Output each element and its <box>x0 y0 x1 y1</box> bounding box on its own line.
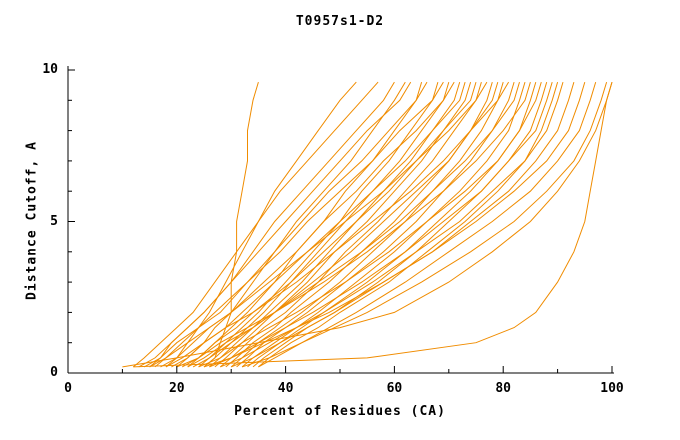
series-line <box>220 81 564 368</box>
series-line <box>160 81 455 368</box>
x-tick-label: 60 <box>386 381 403 396</box>
series-line <box>138 81 412 368</box>
series-line <box>219 81 482 368</box>
y-tick-label: 10 <box>42 62 58 77</box>
series-line <box>198 81 542 368</box>
series-line <box>132 81 379 368</box>
series-line <box>241 81 526 368</box>
series-line <box>241 81 608 368</box>
series-line <box>122 81 613 368</box>
x-axis-label: Percent of Residues (CA) <box>234 404 446 419</box>
series-line <box>258 81 559 368</box>
series-line <box>258 81 597 368</box>
series-line <box>165 81 510 368</box>
series-line <box>176 81 531 368</box>
series-line <box>133 81 613 368</box>
series-line <box>149 81 488 368</box>
series-line <box>149 81 395 368</box>
series-line <box>154 81 428 368</box>
x-tick-label: 20 <box>168 381 185 396</box>
series-line <box>252 81 548 368</box>
x-tick-label: 100 <box>600 381 624 396</box>
series-line <box>203 81 586 368</box>
series-line <box>165 81 357 368</box>
chart-title: T0957s1-D2 <box>295 14 385 29</box>
series-line <box>143 81 444 368</box>
x-tick-label: 40 <box>277 381 294 396</box>
series-line <box>225 81 493 368</box>
series-line <box>192 81 499 368</box>
x-tick-label: 0 <box>64 381 72 396</box>
series-line <box>181 81 477 368</box>
series-line <box>187 81 520 368</box>
y-tick-label: 5 <box>50 213 58 229</box>
x-tick-label: 80 <box>495 381 512 396</box>
y-tick-label: 0 <box>50 365 58 380</box>
